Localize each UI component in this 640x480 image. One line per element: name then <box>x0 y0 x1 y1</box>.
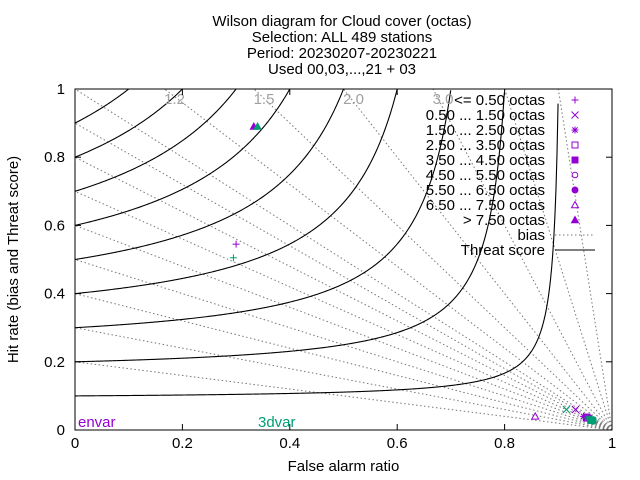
legend-entry-label: Threat score <box>461 242 545 259</box>
bias-value-label: 1.2 <box>164 91 185 108</box>
legend-entry-label: 1.50 ... 2.50 octas <box>426 122 545 139</box>
y-axis-label: Hit rate (bias and Threat score) <box>5 156 22 363</box>
x-tick-label: 1 <box>608 435 616 452</box>
bias-line <box>557 89 612 430</box>
x-tick-label: 0 <box>71 435 79 452</box>
y-tick-label: 0.2 <box>44 354 65 371</box>
threat-score-curve <box>75 89 398 295</box>
legend-entry-label: 5.50 ... 6.50 octas <box>426 182 545 199</box>
bias-line <box>164 89 612 430</box>
legend-entry-label: 2.50 ... 3.50 octas <box>426 137 545 154</box>
bias-line <box>75 327 612 430</box>
chart-title: Wilson diagram for Cloud cover (octas)Se… <box>212 13 471 78</box>
threat-score-curve <box>75 90 452 329</box>
data-points <box>229 121 597 425</box>
legend-entry-label: 4.50 ... 5.50 octas <box>426 167 545 184</box>
threat-score-curve <box>75 89 344 261</box>
y-tick-label: 0 <box>57 422 65 439</box>
legend-entry-label: 6.50 ... 7.50 octas <box>426 197 545 214</box>
legend-marker-cross <box>571 111 579 119</box>
x-tick-label: 0.8 <box>494 435 515 452</box>
data-point-envar-triangle-open <box>530 411 540 420</box>
x-tick-label: 0.4 <box>279 435 300 452</box>
legend-marker-triangle-filled <box>570 215 580 224</box>
bias-value-label: 2.0 <box>343 91 364 108</box>
legend-entry-label: 0.50 ... 1.50 octas <box>426 107 545 124</box>
legend-marker-plus <box>571 96 579 104</box>
data-point-3dvar-plus <box>229 254 237 262</box>
y-tick-label: 1 <box>57 81 65 98</box>
threat-score-curve <box>75 89 130 124</box>
plot-frame <box>74 88 613 431</box>
legend-entry-label: <= 0.50 octas <box>454 92 545 109</box>
bias-value-label: 3.0 <box>433 91 454 108</box>
data-point-3dvar-triangle-filled <box>253 121 262 130</box>
chart-title-line: Used 00,03,...,21 + 03 <box>268 61 416 78</box>
experiment-label-envar: envar <box>78 414 116 431</box>
legend-entry-label: 3.50 ... 4.50 octas <box>426 152 545 169</box>
data-point-envar-cross <box>571 405 580 414</box>
bias-line <box>75 122 612 430</box>
threat-score-lines <box>75 89 559 397</box>
bias-labels: 1.2 1.5 2.0 3.0 <box>164 91 453 108</box>
x-axis-label: False alarm ratio <box>288 458 400 475</box>
threat-score-curve <box>75 89 183 158</box>
data-point-envar-plus <box>232 240 240 248</box>
threat-score-curve <box>75 92 505 363</box>
legend-marker-square-filled <box>571 156 579 164</box>
bias-lines <box>75 89 612 430</box>
chart-title-line: Period: 20230207-20230221 <box>247 45 437 62</box>
legend-marker-triangle-open <box>570 200 580 209</box>
chart-title-line: Selection: ALL 489 stations <box>252 29 432 46</box>
x-axis-ticks: 0 0.2 0.4 0.6 0.8 1 <box>71 89 616 452</box>
bias-value-label: 1.5 <box>254 91 275 108</box>
legend-marker-circle-open <box>571 171 579 179</box>
y-tick-label: 0.6 <box>44 217 65 234</box>
data-point-3dvar-cross <box>562 405 571 414</box>
y-axis-ticks: 0 0.2 0.4 0.6 0.8 1 <box>44 81 612 439</box>
experiment-labels: envar 3dvar <box>78 414 296 431</box>
legend-entry-label: bias <box>517 227 545 244</box>
legend-marker-star <box>571 126 579 134</box>
experiment-label-3dvar: 3dvar <box>258 414 296 431</box>
threat-score-curve <box>75 103 559 397</box>
x-tick-label: 0.2 <box>172 435 193 452</box>
bias-line <box>75 361 612 430</box>
legend-marker-circle-filled <box>571 186 579 194</box>
legend-entry-label: > 7.50 octas <box>463 212 545 229</box>
y-tick-label: 0.8 <box>44 149 65 166</box>
bias-line <box>432 89 612 430</box>
bias-line <box>75 156 612 430</box>
y-tick-label: 0.4 <box>44 286 65 303</box>
legend-marker-square-open <box>571 141 579 149</box>
threat-score-curve <box>75 89 291 226</box>
data-point-3dvar-triangle-open <box>587 415 596 424</box>
bias-line <box>75 293 612 430</box>
threat-score-curve <box>75 89 237 192</box>
x-tick-label: 0.6 <box>387 435 408 452</box>
chart-title-line: Wilson diagram for Cloud cover (octas) <box>212 13 471 30</box>
plot-area: 1.2 1.5 2.0 3.0 <box>75 89 612 430</box>
